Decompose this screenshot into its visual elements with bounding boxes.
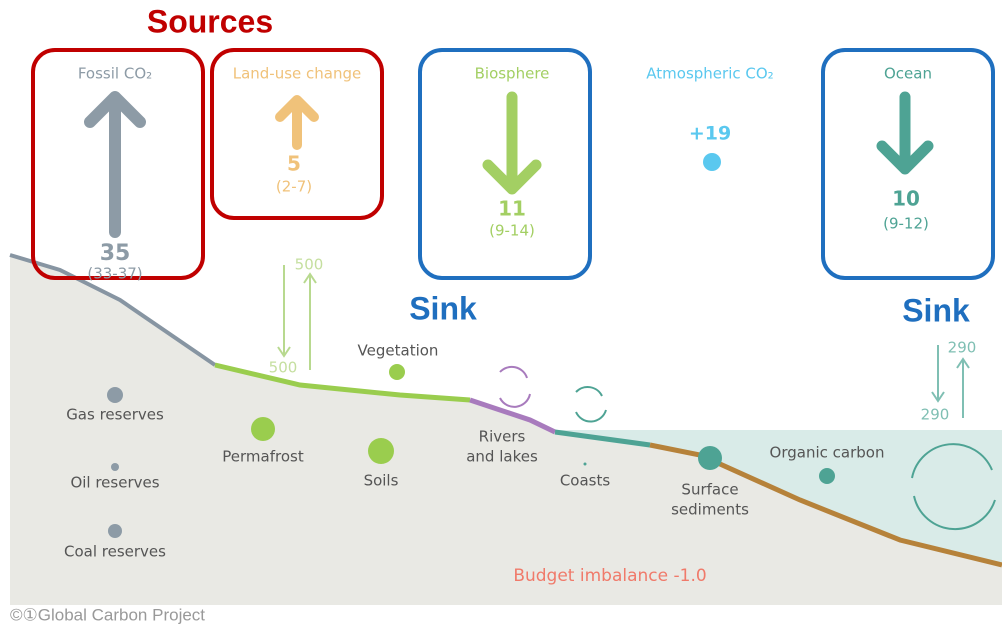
reservoir-dot — [819, 468, 835, 484]
land-use-arrow — [280, 100, 314, 145]
fossil-arrow — [90, 97, 140, 232]
sink-value: 10 — [892, 187, 920, 211]
reservoir-dot — [698, 446, 722, 470]
reservoir-label: Rivers — [479, 428, 526, 446]
footer-credit: ©①Global Carbon Project — [10, 605, 205, 624]
source-range: (33-37) — [87, 265, 142, 283]
sink-caption: Sink — [902, 292, 970, 328]
reservoir-label: Surface — [681, 481, 738, 499]
ocean-arrow — [882, 97, 928, 169]
reservoir-dot — [251, 417, 275, 441]
flux-label: 500 — [295, 256, 324, 274]
flux-label: 500 — [269, 359, 298, 377]
source-label: Land-use change — [233, 65, 362, 83]
reservoir-label: Vegetation — [358, 342, 439, 360]
cycle-icon — [500, 367, 530, 407]
reservoir-dot — [368, 438, 394, 464]
biosphere-arrow — [488, 97, 536, 189]
atmosphere-dot — [703, 153, 721, 171]
reservoir-dot — [111, 463, 119, 471]
budget-imbalance: Budget imbalance -1.0 — [513, 566, 706, 586]
atmosphere-value: +19 — [689, 123, 731, 145]
reservoir-label: Gas reserves — [66, 406, 164, 424]
sink-box — [420, 50, 590, 278]
flux-arrow — [304, 274, 316, 370]
reservoir-label: Soils — [364, 472, 399, 490]
source-value: 35 — [100, 241, 131, 266]
reservoir-label: Permafrost — [222, 448, 304, 466]
reservoir-dot — [108, 524, 122, 538]
source-label: Fossil CO₂ — [78, 65, 152, 83]
reservoir-dot — [107, 387, 123, 403]
sink-range: (9-12) — [883, 215, 929, 233]
sink-label: Biosphere — [475, 65, 550, 83]
reservoir-dot — [584, 463, 587, 466]
flux-arrow — [932, 345, 944, 401]
reservoir-label: Oil reserves — [70, 474, 159, 492]
reservoir-dot — [389, 364, 405, 380]
flux-arrow — [957, 359, 969, 418]
sink-value: 11 — [498, 197, 526, 221]
source-range: (2-7) — [276, 178, 312, 196]
sink-range: (9-14) — [489, 222, 535, 240]
flux-label: 290 — [921, 406, 950, 424]
source-value: 5 — [287, 152, 301, 176]
reservoir-label: Coal reserves — [64, 543, 166, 561]
carbon-budget-diagram: Sources Fossil CO₂ 35 (33-37) Land-use c… — [0, 0, 1002, 628]
reservoir-label: Organic carbon — [770, 444, 885, 462]
flux-label: 290 — [948, 339, 977, 357]
reservoir-label: sediments — [671, 501, 749, 519]
sink-label: Ocean — [884, 65, 932, 83]
reservoir-label: and lakes — [466, 448, 538, 466]
reservoir-label: Coasts — [560, 472, 611, 490]
sources-title: Sources — [147, 3, 273, 39]
cycle-icon — [576, 387, 606, 422]
atmosphere-label: Atmospheric CO₂ — [646, 65, 773, 83]
sink-caption: Sink — [409, 290, 477, 326]
flux-arrow — [278, 265, 290, 356]
